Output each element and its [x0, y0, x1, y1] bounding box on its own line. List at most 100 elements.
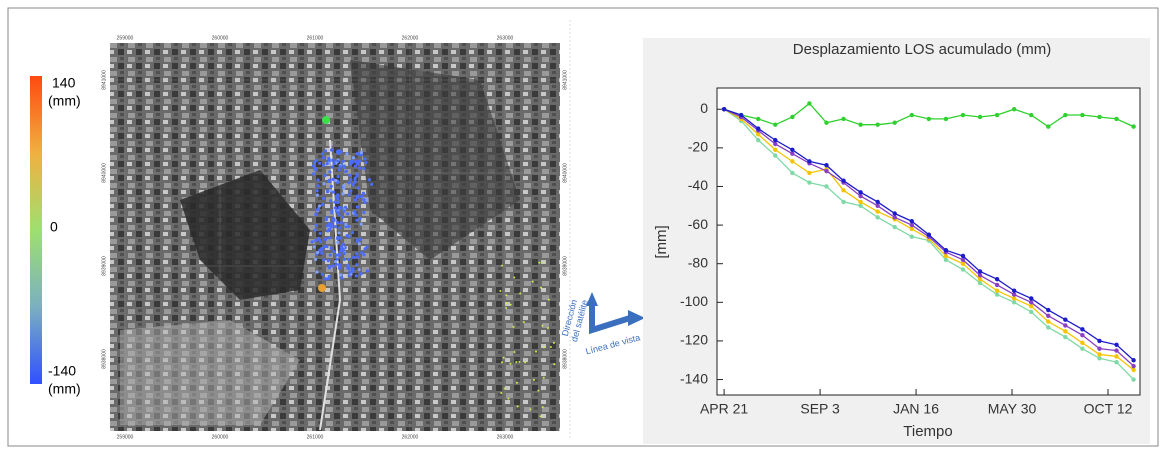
map-x-tick-label: 263000	[497, 35, 514, 41]
map-point	[349, 189, 352, 192]
data-point	[944, 258, 948, 262]
map-point	[335, 263, 338, 266]
data-point	[1131, 358, 1135, 362]
data-point	[893, 121, 897, 125]
x-axis-title: Tiempo	[903, 423, 952, 440]
map-point	[368, 178, 371, 181]
data-point	[978, 115, 982, 119]
map-point	[358, 242, 361, 245]
map-point	[517, 406, 519, 408]
data-point	[824, 169, 828, 173]
map-point	[333, 201, 336, 204]
map-point	[341, 192, 344, 195]
data-point	[978, 273, 982, 277]
map-point	[539, 415, 541, 417]
map-point	[351, 231, 354, 234]
map-y-tick-label: 8938000	[562, 349, 568, 369]
map-point	[338, 253, 341, 256]
map-y-tick-label: 8939000	[562, 256, 568, 276]
data-point	[1097, 356, 1101, 360]
map-point	[533, 379, 535, 381]
map-point	[541, 325, 543, 327]
map-point	[328, 236, 331, 239]
data-point	[961, 113, 965, 117]
data-point	[978, 281, 982, 285]
map-point	[358, 167, 361, 170]
map-point	[336, 258, 339, 261]
map-point	[316, 208, 319, 211]
map-point	[336, 221, 339, 224]
data-point	[1063, 317, 1067, 321]
x-tick-label: APR 21	[700, 401, 748, 417]
data-point	[1046, 124, 1050, 128]
y-tick-label: -140	[680, 370, 708, 386]
data-point	[790, 159, 794, 163]
data-point	[1046, 314, 1050, 318]
chart-title: Desplazamiento LOS acumulado (mm)	[793, 41, 1051, 58]
data-point	[1046, 308, 1050, 312]
data-point	[1029, 113, 1033, 117]
map-point	[314, 167, 317, 170]
map-point	[327, 157, 330, 160]
data-point	[773, 138, 777, 142]
data-point	[1131, 368, 1135, 372]
data-point	[807, 159, 811, 163]
map-point	[327, 259, 330, 262]
map-point	[362, 192, 365, 195]
map-point	[537, 390, 539, 392]
map-point	[356, 152, 359, 155]
map-point	[326, 190, 329, 193]
map-point	[543, 262, 545, 264]
data-point	[1131, 124, 1135, 128]
map-point	[333, 162, 336, 165]
data-point	[1063, 113, 1067, 117]
map-point	[366, 269, 369, 272]
data-point	[995, 292, 999, 296]
map-point	[362, 253, 365, 256]
data-point	[756, 117, 760, 121]
y-tick-label: -20	[688, 139, 708, 155]
data-point	[927, 117, 931, 121]
data-point	[893, 211, 897, 215]
map-point	[370, 183, 373, 186]
map-point	[338, 267, 341, 270]
map-point	[550, 346, 552, 348]
map-point	[336, 201, 339, 204]
map-point	[321, 203, 324, 206]
map-point	[325, 224, 328, 227]
map-point	[355, 219, 358, 222]
map	[110, 43, 560, 431]
y-tick-label: -120	[680, 332, 708, 348]
data-point	[841, 200, 845, 204]
map-point	[356, 162, 359, 165]
data-point	[807, 171, 811, 175]
data-point	[1063, 335, 1067, 339]
map-point	[318, 162, 321, 165]
map-point	[515, 361, 517, 363]
data-point	[824, 163, 828, 167]
map-y-tick-label: 8941000	[101, 70, 107, 90]
map-point	[323, 174, 326, 177]
x-tick-label: MAY 30	[988, 401, 1037, 417]
data-point	[773, 148, 777, 152]
map-point	[529, 408, 531, 410]
data-point	[944, 254, 948, 258]
map-point	[338, 236, 341, 239]
map-point	[362, 167, 365, 170]
map-point	[328, 228, 331, 231]
data-point	[1029, 296, 1033, 300]
data-point	[893, 225, 897, 229]
colorbar-label: -140	[48, 363, 76, 379]
map-point	[316, 184, 319, 187]
data-point	[841, 117, 845, 121]
map-x-tick-label: 259000	[117, 434, 134, 440]
map-point	[315, 270, 318, 273]
data-point	[790, 151, 794, 155]
map-point	[325, 162, 328, 165]
map-point	[322, 197, 325, 200]
map-point	[348, 174, 351, 177]
data-point	[773, 122, 777, 126]
map-point	[349, 163, 352, 166]
map-point	[329, 189, 332, 192]
map-point	[312, 172, 315, 175]
